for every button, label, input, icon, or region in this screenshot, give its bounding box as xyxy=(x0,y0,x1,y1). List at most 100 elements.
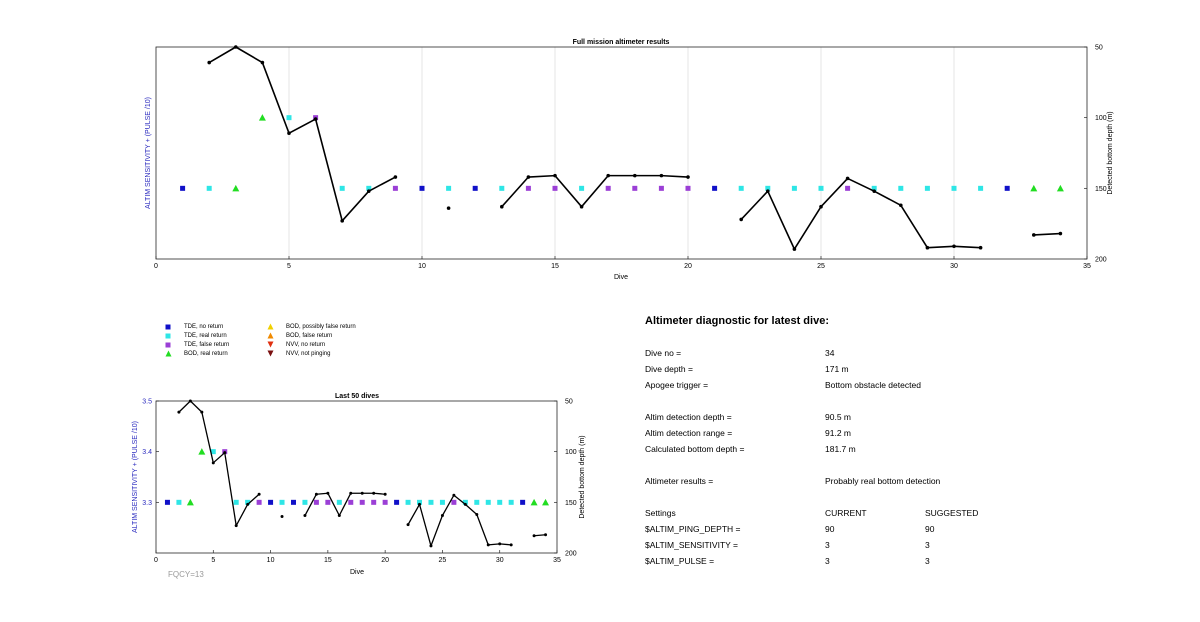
data-marker xyxy=(685,185,691,191)
settings-row: $ALTIM_PING_DEPTH = 90 90 xyxy=(645,524,1145,536)
data-marker xyxy=(765,185,771,191)
legend-label: BOD, real return xyxy=(184,350,228,357)
x-tick-label: 0 xyxy=(154,263,158,270)
depth-point xyxy=(257,492,261,496)
depth-point xyxy=(326,491,330,495)
legend-label: TDE, real return xyxy=(184,332,227,339)
depth-line xyxy=(534,534,546,537)
depth-point xyxy=(188,399,192,403)
data-marker xyxy=(392,185,398,191)
legend-item: NVV, not pinging xyxy=(262,349,330,358)
depth-point xyxy=(360,491,364,495)
right-axis-label: Detected bottom depth (m) xyxy=(579,435,586,518)
legend-item: TDE, real return xyxy=(160,331,227,340)
right-axis-label: Detected bottom depth (m) xyxy=(1107,111,1114,194)
setting-suggested: 3 xyxy=(925,556,930,566)
square-icon xyxy=(160,324,176,330)
data-marker xyxy=(462,499,468,505)
data-marker xyxy=(419,185,425,191)
data-marker xyxy=(245,499,251,505)
data-marker xyxy=(439,499,445,505)
depth-point xyxy=(544,533,548,537)
x-tick-label: 30 xyxy=(950,263,958,270)
data-marker xyxy=(176,499,182,505)
data-marker xyxy=(474,499,480,505)
data-marker xyxy=(186,498,194,506)
x-tick-label: 0 xyxy=(154,557,158,564)
setting-name: $ALTIM_PING_DEPTH = xyxy=(645,524,741,534)
data-marker xyxy=(198,448,206,455)
y-tick-label-left: 3.5 xyxy=(142,399,152,406)
depth-line xyxy=(501,174,689,208)
data-marker xyxy=(279,499,285,505)
square-icon xyxy=(160,342,176,348)
data-marker xyxy=(446,185,452,191)
data-marker xyxy=(542,498,550,506)
data-marker xyxy=(313,499,319,505)
y-tick-label-right: 150 xyxy=(1095,186,1107,193)
y-tick-label-right: 100 xyxy=(1095,115,1107,122)
x-tick-label: 20 xyxy=(381,557,389,564)
data-marker xyxy=(366,185,372,191)
legend-label: BOD, possibly false return xyxy=(286,323,356,330)
depth-point xyxy=(872,189,876,193)
data-marker xyxy=(1056,184,1064,192)
legend: TDE, no return TDE, real return TDE, fal… xyxy=(160,322,410,362)
diagnostic-value: 181.7 m xyxy=(825,444,856,454)
data-marker xyxy=(233,499,239,505)
settings-header: Settings CURRENT SUGGESTED xyxy=(645,508,1145,520)
depth-point xyxy=(280,515,284,519)
data-marker xyxy=(525,185,531,191)
diagnostic-row: Apogee trigger = Bottom obstacle detecte… xyxy=(645,380,1145,392)
depth-point xyxy=(532,534,536,538)
data-marker xyxy=(268,499,274,505)
data-marker xyxy=(898,185,904,191)
data-marker xyxy=(180,185,186,191)
depth-point xyxy=(509,543,513,547)
depth-point xyxy=(526,175,531,179)
setting-suggested: 3 xyxy=(925,540,930,550)
diagnostic-label: Dive no = xyxy=(645,348,682,358)
depth-point xyxy=(633,173,637,178)
plot-frame xyxy=(155,46,1088,260)
depth-point xyxy=(659,173,664,178)
depth-point xyxy=(429,544,433,548)
diagnostic-value: 171 m xyxy=(825,364,849,374)
depth-line xyxy=(407,494,512,547)
triangle-up-icon xyxy=(262,332,278,339)
diagnostic-value: 34 xyxy=(825,348,835,358)
data-marker xyxy=(405,499,411,505)
data-marker xyxy=(552,185,558,191)
diagnostic-label: Altim detection range = xyxy=(645,428,733,438)
depth-point xyxy=(234,524,238,528)
depth-point xyxy=(475,512,479,516)
y-tick-label-right: 200 xyxy=(1095,257,1107,264)
plot-area: 0 5 10 15 20 25 30 35 50 100 150 200 3.3 3.4 3.5 xyxy=(142,399,577,565)
depth-point xyxy=(223,451,227,455)
triangle-up-icon xyxy=(160,350,176,357)
depth-point xyxy=(440,514,444,518)
depth-point xyxy=(553,173,557,178)
data-marker xyxy=(394,499,400,505)
data-marker xyxy=(951,185,957,191)
diagnostic-row: Altim detection depth = 90.5 m xyxy=(645,412,1145,424)
diagnostic-title: Altimeter diagnostic for latest dive: xyxy=(645,315,829,327)
data-marker xyxy=(371,499,377,505)
legend-label: NVV, no return xyxy=(286,341,326,348)
data-marker xyxy=(451,499,457,505)
x-axis-label: Dive xyxy=(350,569,364,576)
data-marker xyxy=(791,185,797,191)
current-header: CURRENT xyxy=(825,508,867,518)
data-marker xyxy=(497,499,503,505)
depth-point xyxy=(234,45,238,49)
x-tick-label: 15 xyxy=(551,263,559,270)
depth-point xyxy=(177,410,181,414)
legend-item: BOD, false return xyxy=(262,331,332,340)
depth-point xyxy=(498,542,502,546)
depth-point xyxy=(314,492,318,496)
x-tick-label: 15 xyxy=(324,557,332,564)
depth-point xyxy=(766,189,770,193)
depth-point xyxy=(978,245,983,250)
diagnostic-row: Altimeter results = Probably real bottom… xyxy=(645,476,1145,488)
legend-item: TDE, false return xyxy=(160,340,229,349)
